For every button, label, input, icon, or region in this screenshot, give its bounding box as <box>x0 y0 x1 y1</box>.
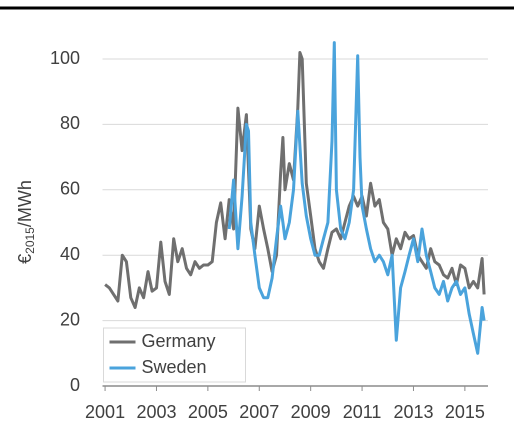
y-label-rest: /MWh <box>15 180 35 227</box>
y-tick-label: 20 <box>60 309 80 329</box>
y-axis-label: €2015/MWh <box>15 180 37 264</box>
x-tick-label: 2005 <box>188 402 228 422</box>
y-tick-label: 100 <box>50 48 80 68</box>
x-tick-label: 2013 <box>393 402 433 422</box>
legend-label: Sweden <box>142 357 207 377</box>
x-tick-label: 2015 <box>445 402 485 422</box>
y-tick-label: 0 <box>70 375 80 395</box>
y-tick-label: 60 <box>60 179 80 199</box>
y-tick-label: 80 <box>60 113 80 133</box>
legend-label: Germany <box>142 331 216 351</box>
x-tick-label: 2007 <box>239 402 279 422</box>
x-tick-label: 2001 <box>85 402 125 422</box>
y-label-sub: 2015 <box>23 227 37 254</box>
x-tick-label: 2003 <box>136 402 176 422</box>
y-tick-label: 40 <box>60 244 80 264</box>
legend-box <box>103 327 246 383</box>
series-line <box>227 41 486 355</box>
x-tick-label: 2011 <box>343 402 382 422</box>
y-label-unit: € <box>15 254 35 264</box>
x-tick-label: 2009 <box>291 402 331 422</box>
